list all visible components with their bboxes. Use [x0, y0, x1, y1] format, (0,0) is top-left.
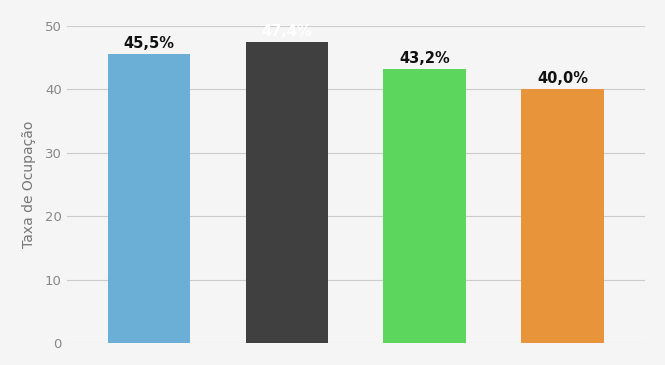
Text: 43,2%: 43,2%	[399, 51, 450, 66]
Bar	[383, 69, 466, 343]
Text: 47,4%: 47,4%	[261, 24, 313, 39]
Bar	[108, 54, 190, 343]
Y-axis label: Taxa de Ocupação: Taxa de Ocupação	[23, 121, 37, 248]
Text: 45,5%: 45,5%	[124, 36, 175, 51]
Text: 40,0%: 40,0%	[537, 71, 588, 86]
Bar	[521, 89, 604, 343]
Bar	[245, 42, 329, 343]
